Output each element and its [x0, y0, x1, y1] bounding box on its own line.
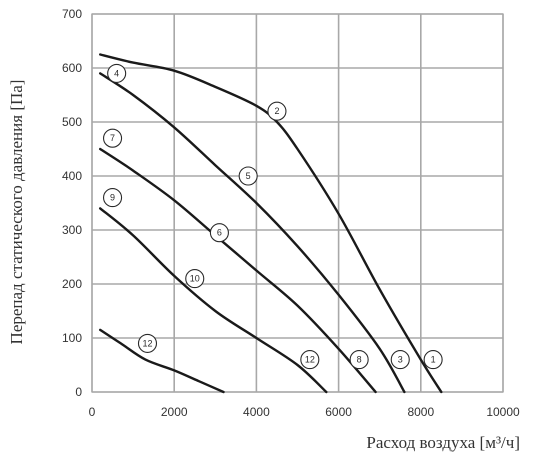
marker-label: 12	[305, 355, 315, 365]
x-tick-label: 10000	[486, 405, 520, 419]
marker-label: 7	[110, 133, 115, 143]
marker-circle	[300, 350, 320, 370]
curve-marker: 1	[423, 350, 443, 370]
marker-circle	[103, 188, 123, 208]
curve-marker: 5	[238, 166, 258, 186]
marker-label: 3	[398, 355, 403, 365]
curve-line	[99, 207, 328, 394]
curve-marker: 10	[185, 269, 205, 289]
marker-circle	[390, 350, 410, 370]
curve-marker: 6	[209, 223, 229, 243]
y-tick-label: 500	[62, 115, 82, 129]
curve-marker: 7	[103, 128, 123, 148]
marker-label: 8	[357, 355, 362, 365]
y-tick-label: 100	[62, 331, 82, 345]
x-tick-label: 2000	[161, 405, 188, 419]
curve-marker: 12	[137, 333, 158, 353]
x-tick-label: 4000	[243, 405, 270, 419]
marker-label: 1	[431, 355, 436, 365]
x-tick-label: 0	[89, 405, 96, 419]
marker-circle	[137, 333, 158, 353]
curve-marker: 8	[349, 350, 369, 370]
y-tick-label: 700	[62, 7, 82, 21]
x-tick-labels: 0 2000 4000 6000 8000 10000	[89, 405, 520, 419]
marker-label: 2	[274, 106, 279, 116]
y-tick-label: 0	[75, 385, 82, 399]
curve-marker: 12	[300, 350, 320, 370]
curve-marker: 2	[267, 101, 287, 121]
curve-line	[99, 147, 377, 394]
x-tick-label: 8000	[407, 405, 434, 419]
curve-marker: 9	[103, 188, 123, 208]
marker-label: 5	[246, 171, 251, 181]
curve-line	[99, 72, 406, 394]
curve-marker: 4	[107, 63, 127, 83]
marker-circle	[107, 63, 127, 83]
marker-circle	[103, 128, 123, 148]
marker-label: 9	[110, 193, 115, 203]
y-tick-label: 200	[62, 277, 82, 291]
marker-circle	[238, 166, 258, 186]
y-tick-label: 300	[62, 223, 82, 237]
marker-label: 10	[190, 274, 200, 284]
y-axis-title: Перепад статического давления [Па]	[7, 80, 26, 345]
marker-label: 12	[142, 338, 152, 348]
y-tick-label: 400	[62, 169, 82, 183]
marker-circle	[185, 269, 205, 289]
x-tick-label: 6000	[325, 405, 352, 419]
y-tick-labels: 0 100 200 300 400 500 600 700	[62, 7, 82, 399]
marker-label: 4	[114, 68, 119, 78]
marker-circle	[267, 101, 287, 121]
marker-circle	[349, 350, 369, 370]
curve-line	[99, 53, 443, 394]
marker-label: 6	[217, 228, 222, 238]
marker-circle	[423, 350, 443, 370]
curve-marker: 3	[390, 350, 410, 370]
plot-area	[91, 13, 504, 393]
curve-line	[99, 328, 225, 394]
chart-grid	[91, 13, 504, 393]
x-axis-title: Расход воздуха [м³/ч]	[366, 433, 520, 452]
y-tick-label: 600	[62, 61, 82, 75]
chart-curves	[99, 53, 443, 394]
marker-circle	[209, 223, 229, 243]
